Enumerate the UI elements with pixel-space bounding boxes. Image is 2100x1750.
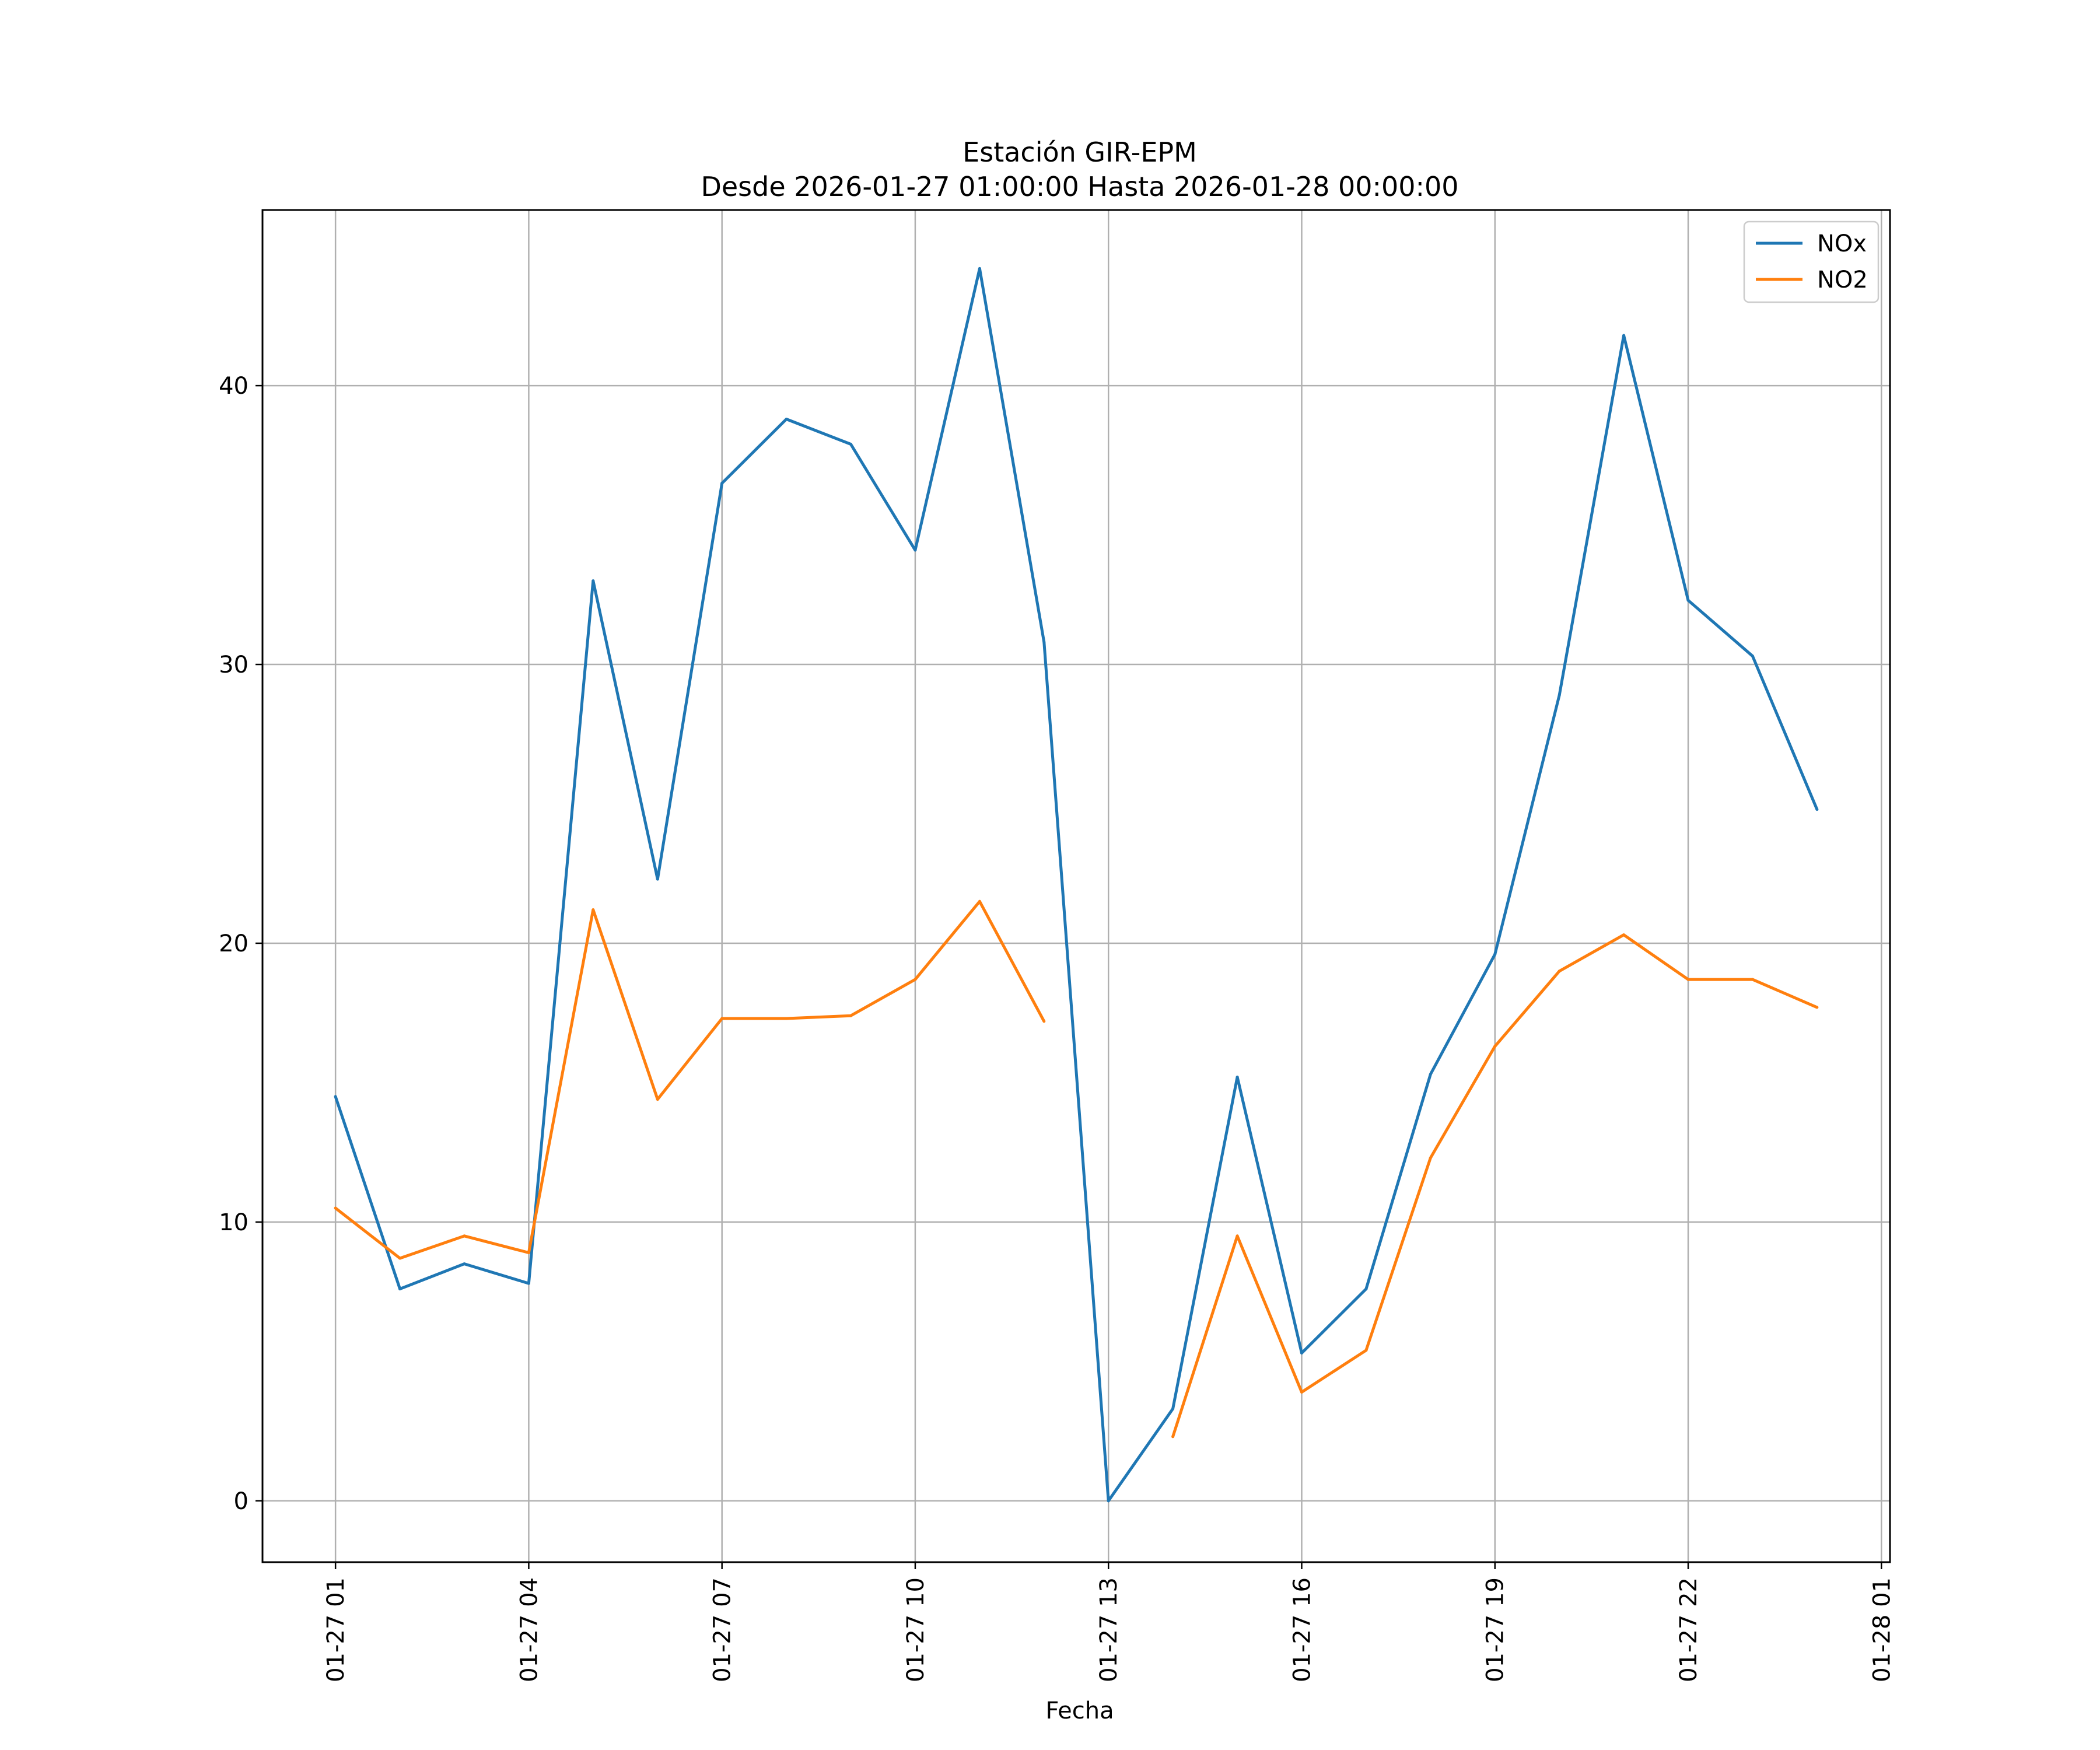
grid-lines xyxy=(262,210,1890,1562)
data-point-no2 xyxy=(978,900,981,903)
data-point-no2 xyxy=(398,1256,402,1260)
data-point-nox xyxy=(398,1287,402,1291)
data-point-nox xyxy=(1171,1407,1175,1410)
legend-label: NOx xyxy=(1817,230,1867,257)
data-point-nox xyxy=(1042,640,1046,644)
data-point-nox xyxy=(785,418,788,421)
data-point-no2 xyxy=(849,1014,852,1017)
series-lines xyxy=(334,267,1819,1503)
data-point-nox xyxy=(978,267,981,270)
data-point-nox xyxy=(334,1095,337,1098)
legend: NOx NO2 xyxy=(1743,220,1880,303)
x-tick-label: 01-27 04 xyxy=(516,1577,542,1682)
data-point-no2 xyxy=(1558,970,1561,973)
x-tick-label: 01-27 10 xyxy=(902,1577,929,1682)
x-tick-label: 01-27 16 xyxy=(1289,1577,1315,1682)
data-point-no2 xyxy=(914,978,917,981)
data-point-no2 xyxy=(1042,1020,1046,1023)
y-tick-label: 20 xyxy=(219,930,249,957)
data-point-nox xyxy=(656,877,659,881)
data-point-no2 xyxy=(1622,933,1626,937)
data-point-no2 xyxy=(785,1017,788,1020)
data-point-nox xyxy=(1622,334,1626,337)
data-point-nox xyxy=(1751,654,1754,658)
x-axis-label: Fecha xyxy=(1045,1698,1114,1724)
x-tick-label: 01-28 01 xyxy=(1868,1577,1895,1682)
data-point-no2 xyxy=(720,1017,724,1020)
data-point-no2 xyxy=(1300,1391,1303,1394)
data-point-nox xyxy=(527,1282,530,1285)
data-point-nox xyxy=(720,481,724,485)
data-point-nox xyxy=(1300,1352,1303,1354)
data-point-no2 xyxy=(1493,1045,1497,1048)
data-point-nox xyxy=(592,579,595,583)
series-no2 xyxy=(334,900,1819,1438)
data-point-no2 xyxy=(1364,1349,1368,1352)
data-point-nox xyxy=(1107,1499,1110,1503)
series-nox xyxy=(334,267,1819,1503)
x-axis-ticks: 01-27 01 01-27 04 01-27 07 01-27 10 01-27 13… xyxy=(323,1562,1895,1682)
data-point-no2 xyxy=(1171,1435,1175,1438)
x-tick-label: 01-27 13 xyxy=(1096,1577,1122,1682)
data-point-nox xyxy=(1364,1287,1368,1291)
data-point-no2 xyxy=(592,908,595,912)
axes xyxy=(261,209,1891,1563)
data-point-nox xyxy=(1236,1075,1239,1079)
y-tick-label: 30 xyxy=(219,652,249,678)
data-point-nox xyxy=(1558,694,1561,697)
data-point-no2 xyxy=(1236,1234,1239,1238)
data-point-nox xyxy=(463,1262,466,1266)
plot-frame xyxy=(261,209,1891,1563)
data-point-no2 xyxy=(1815,1006,1819,1009)
data-point-no2 xyxy=(1751,978,1754,981)
data-point-nox xyxy=(849,443,852,446)
data-point-nox xyxy=(1493,953,1497,956)
data-point-no2 xyxy=(334,1206,337,1210)
data-point-no2 xyxy=(1686,978,1690,981)
y-tick-label: 0 xyxy=(234,1488,249,1515)
x-tick-label: 01-27 19 xyxy=(1482,1577,1509,1682)
data-point-no2 xyxy=(527,1251,530,1254)
data-point-no2 xyxy=(1429,1156,1432,1160)
x-tick-label: 01-27 07 xyxy=(709,1577,736,1682)
data-point-no2 xyxy=(463,1234,466,1238)
chart-subtitle: Desde 2026-01-27 01:00:00 Hasta 2026-01-… xyxy=(701,171,1458,202)
data-point-nox xyxy=(1429,1073,1432,1076)
y-axis-ticks: 0 10 20 30 40 xyxy=(219,373,262,1515)
x-tick-label: 01-27 01 xyxy=(323,1577,349,1682)
x-tick-label: 01-27 22 xyxy=(1675,1577,1702,1682)
data-point-no2 xyxy=(656,1098,659,1101)
data-point-nox xyxy=(1815,808,1819,811)
chart-title: Estación GIR-EPM xyxy=(963,136,1197,168)
series-line-no2 xyxy=(334,900,1046,1260)
legend-label: NO2 xyxy=(1817,267,1868,293)
y-tick-label: 40 xyxy=(219,373,249,400)
data-point-nox xyxy=(914,548,917,552)
data-point-nox xyxy=(1686,598,1690,602)
series-line-nox xyxy=(334,267,1819,1503)
y-tick-label: 10 xyxy=(219,1209,249,1236)
